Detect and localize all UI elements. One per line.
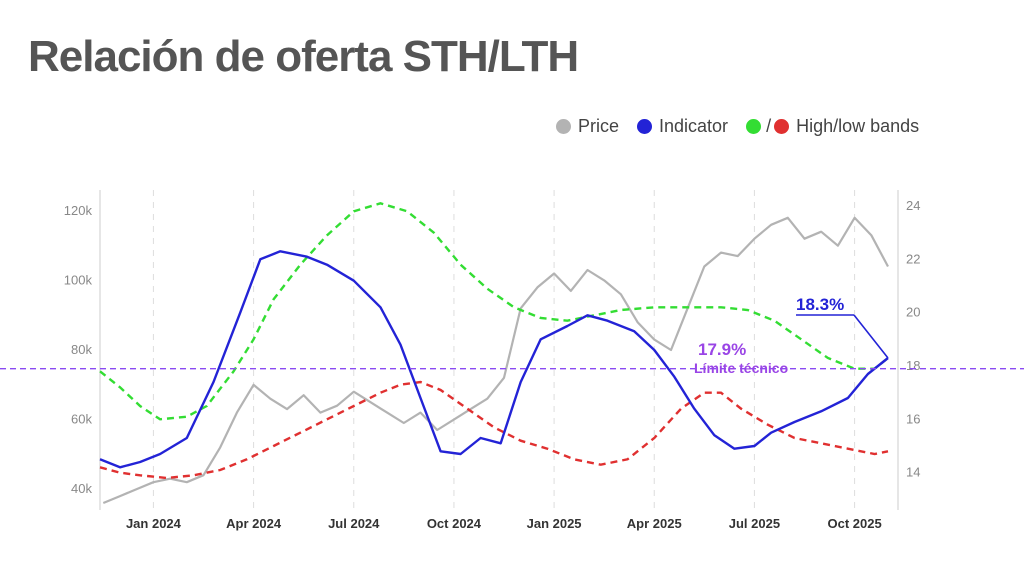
x-tick-label: Jul 2024 bbox=[328, 516, 380, 531]
legend-bands-label: High/low bands bbox=[796, 116, 920, 136]
price-series-line bbox=[102, 216, 889, 505]
y-right-tick-label: 16 bbox=[906, 411, 920, 426]
x-tick-label: Apr 2024 bbox=[226, 516, 282, 531]
legend-item-bands[interactable]: / High/low bands bbox=[746, 116, 919, 137]
legend-price-label: Price bbox=[578, 116, 620, 136]
x-tick-label: Apr 2025 bbox=[627, 516, 682, 531]
y-right-tick-label: 22 bbox=[906, 251, 920, 266]
y-right-tick-label: 24 bbox=[906, 198, 920, 213]
chart-legend: Price Indicator / High/low bands bbox=[556, 116, 937, 137]
threshold-name-label: Límite técnico bbox=[694, 360, 788, 376]
y-left-tick-label: 40k bbox=[71, 481, 92, 496]
legend-indicator-label: Indicator bbox=[659, 116, 729, 136]
indicator-value-label: 18.3% bbox=[796, 295, 844, 314]
low-band-legend-dot-icon bbox=[774, 119, 790, 134]
page-title: Relación de oferta STH/LTH bbox=[28, 32, 579, 81]
indicator-label-leader bbox=[853, 314, 889, 359]
y-left-tick-label: 100k bbox=[64, 272, 93, 287]
y-left-tick-label: 120k bbox=[64, 203, 93, 218]
legend-item-indicator[interactable]: Indicator bbox=[637, 116, 728, 137]
y-right-tick-label: 20 bbox=[906, 305, 920, 320]
legend-bands-slash: / bbox=[766, 116, 772, 136]
x-tick-label: Jan 2025 bbox=[527, 516, 582, 531]
x-tick-label: Oct 2024 bbox=[427, 516, 482, 531]
legend-item-price[interactable]: Price bbox=[556, 116, 619, 137]
y-right-tick-label: 14 bbox=[906, 465, 920, 480]
x-tick-label: Jul 2025 bbox=[729, 516, 780, 531]
high-band-series-line bbox=[99, 202, 889, 421]
x-tick-label: Oct 2025 bbox=[827, 516, 881, 531]
indicator-legend-dot-icon bbox=[637, 119, 653, 134]
y-right-tick-label: 18 bbox=[906, 358, 920, 373]
y-left-tick-label: 80k bbox=[71, 342, 92, 357]
indicator-series-line bbox=[99, 250, 889, 469]
x-tick-label: Jan 2024 bbox=[126, 516, 182, 531]
threshold-value-label: 17.9% bbox=[698, 340, 746, 359]
y-left-tick-label: 60k bbox=[71, 412, 92, 427]
low-band-series-line bbox=[99, 380, 889, 480]
price-legend-dot-icon bbox=[556, 119, 571, 134]
high-band-legend-dot-icon bbox=[746, 119, 762, 134]
